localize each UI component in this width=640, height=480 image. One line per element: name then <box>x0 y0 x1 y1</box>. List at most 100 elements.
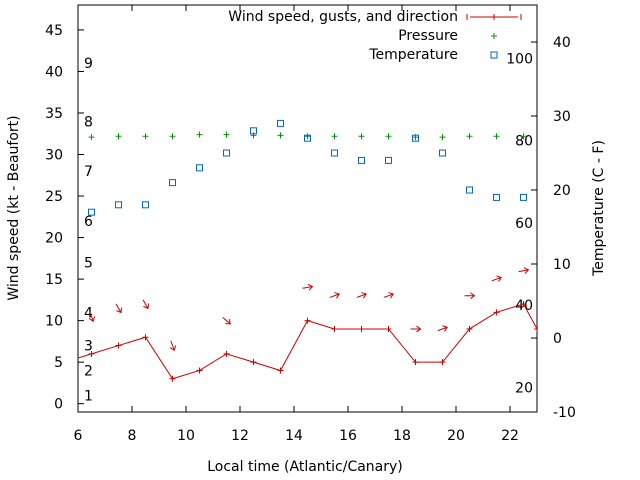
y2-tick-label: 10 <box>553 257 571 273</box>
wind-direction-arrows <box>88 267 530 352</box>
y2-axis-ticks: -10 0 10 20 30 40 <box>531 35 576 421</box>
legend-pressure-marker <box>491 33 497 39</box>
y-axis-ticks: 0 5 10 15 20 25 30 35 40 45 <box>45 23 84 413</box>
x-tick-label: 16 <box>339 428 357 444</box>
y2-tick-label: 0 <box>553 331 562 347</box>
pressure-point <box>115 133 122 140</box>
beaufort-label: 3 <box>84 339 93 355</box>
wind-direction-arrow <box>491 275 502 282</box>
wind-direction-arrow <box>518 267 530 274</box>
fahrenheit-label: 100 <box>506 51 533 67</box>
temperature-point <box>196 164 203 172</box>
wind-direction-arrow <box>410 325 422 333</box>
wind-direction-arrow <box>437 325 448 332</box>
y2-axis-label: Temperature (C - F) <box>591 140 607 277</box>
y-tick-label: 40 <box>45 64 63 80</box>
pressure-point <box>466 133 473 140</box>
y-tick-label: 35 <box>45 106 63 122</box>
wind-speed-point <box>196 367 203 374</box>
wind-speed-point <box>534 325 537 332</box>
plot-frame <box>77 4 538 413</box>
wind-speed-point <box>223 350 230 357</box>
wind-speed-point <box>142 334 149 341</box>
pressure-point <box>277 132 284 139</box>
pressure-point <box>385 133 392 140</box>
temperature-point <box>142 201 149 209</box>
y-tick-label: 25 <box>45 189 63 205</box>
temperature-point <box>331 149 338 157</box>
y2-tick-label: -10 <box>553 405 576 421</box>
wind-speed-point <box>331 325 338 332</box>
temperature-point <box>223 149 230 157</box>
x-tick-label: 8 <box>128 428 137 444</box>
temperature-point <box>466 186 473 194</box>
wind-speed-point <box>385 325 392 332</box>
x-tick-label: 10 <box>177 428 195 444</box>
y-tick-label: 10 <box>45 314 63 330</box>
y-tick-label: 30 <box>45 148 63 164</box>
x-tick-label: 18 <box>393 428 411 444</box>
temperature-point <box>412 134 419 142</box>
wind-direction-arrow <box>464 292 476 300</box>
legend-key-wind <box>466 14 522 20</box>
pressure-point <box>142 133 149 140</box>
pressure-point <box>493 133 500 140</box>
fahrenheit-label: 80 <box>515 134 533 150</box>
temperature-point <box>169 179 176 187</box>
beaufort-label: 8 <box>84 114 93 130</box>
pressure-point <box>196 131 203 138</box>
x-tick-label: 20 <box>447 428 465 444</box>
wind-speed-point <box>277 367 284 374</box>
x-tick-label: 6 <box>74 428 83 444</box>
temperature-point <box>358 156 365 164</box>
wind-direction-arrow <box>88 311 96 322</box>
temperature-point <box>493 193 500 201</box>
temperature-point <box>250 127 257 135</box>
wind-series <box>78 301 537 382</box>
temperature-point <box>115 201 122 209</box>
legend-temperature-marker <box>490 51 498 59</box>
temperature-point <box>277 119 284 127</box>
y-axis-label: Wind speed (kt - Beaufort) <box>6 115 22 300</box>
wind-direction-arrow <box>356 292 367 299</box>
wind-speed-point <box>88 350 95 357</box>
fahrenheit-label: 20 <box>515 380 533 396</box>
pressure-point <box>439 134 446 141</box>
beaufort-label: 5 <box>84 255 93 271</box>
wind-direction-arrow <box>169 340 177 352</box>
x-tick-label: 22 <box>501 428 519 444</box>
wind-direction-arrow <box>302 283 314 291</box>
wind-direction-arrow <box>142 299 150 310</box>
pressure-point <box>304 133 311 140</box>
wind-speed-point <box>412 359 419 366</box>
y2-tick-label: 40 <box>553 35 571 51</box>
legend-label-wind: Wind speed, gusts, and direction <box>228 9 458 25</box>
temperature-point <box>439 149 446 157</box>
wind-speed-point <box>250 359 257 366</box>
legend-key-temperature <box>490 51 498 59</box>
beaufort-label: 7 <box>84 164 93 180</box>
x-tick-label: 14 <box>285 428 303 444</box>
legend-wind-marker <box>466 14 522 20</box>
fahrenheit-label: 60 <box>515 216 533 232</box>
legend: Wind speed, gusts, and direction Pressur… <box>228 9 522 63</box>
wind-speed-point <box>358 325 365 332</box>
x-tick-label: 12 <box>231 428 249 444</box>
wind-speed-point <box>439 359 446 366</box>
wind-speed-point <box>466 325 473 332</box>
pressure-point <box>331 133 338 140</box>
beaufort-label: 2 <box>84 363 93 379</box>
beaufort-label: 9 <box>84 56 93 72</box>
temperature-point <box>88 208 95 216</box>
pressure-point <box>223 131 230 138</box>
wind-direction-arrow <box>383 292 394 299</box>
beaufort-label: 4 <box>84 305 93 321</box>
y-tick-label: 20 <box>45 231 63 247</box>
temperature-point <box>304 134 311 142</box>
legend-label-temperature: Temperature <box>368 47 458 63</box>
pressure-point <box>169 133 176 140</box>
x-axis-ticks: 6 8 10 12 14 16 18 20 22 <box>74 5 519 444</box>
y2-tick-label: 20 <box>553 183 571 199</box>
